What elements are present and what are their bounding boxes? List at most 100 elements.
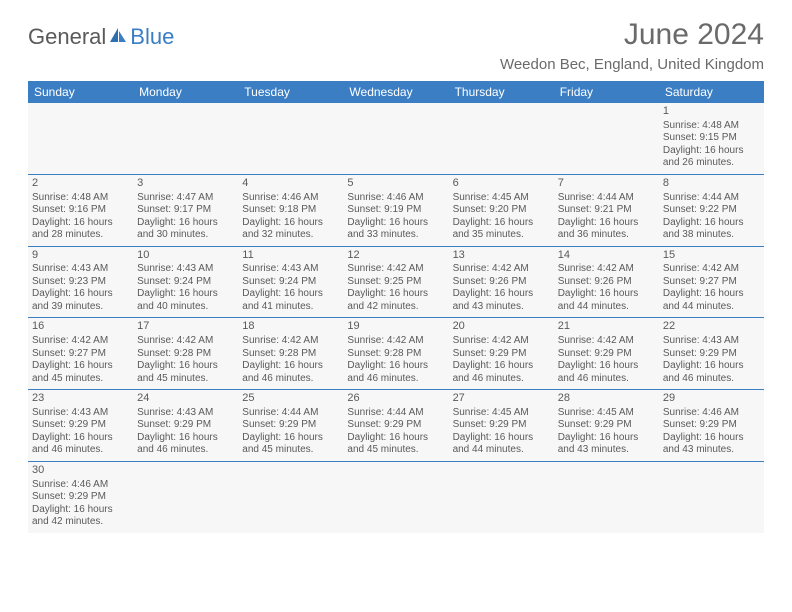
day-detail: Daylight: 16 hours: [137, 288, 234, 301]
day-number: 10: [137, 249, 234, 263]
day-detail: Sunset: 9:26 PM: [453, 276, 550, 289]
day-detail: and 43 minutes.: [453, 301, 550, 314]
weeks-container: 1Sunrise: 4:48 AMSunset: 9:15 PMDaylight…: [28, 103, 764, 533]
weekday-label: Monday: [133, 81, 238, 103]
day-cell: 25Sunrise: 4:44 AMSunset: 9:29 PMDayligh…: [238, 390, 343, 461]
day-detail: Daylight: 16 hours: [347, 217, 444, 230]
day-detail: and 45 minutes.: [32, 373, 129, 386]
day-detail: Sunset: 9:29 PM: [558, 348, 655, 361]
empty-cell: [238, 103, 343, 174]
day-detail: Sunset: 9:19 PM: [347, 204, 444, 217]
weekday-label: Wednesday: [343, 81, 448, 103]
day-detail: Sunrise: 4:45 AM: [453, 192, 550, 205]
day-detail: Sunrise: 4:43 AM: [32, 407, 129, 420]
day-cell: 7Sunrise: 4:44 AMSunset: 9:21 PMDaylight…: [554, 175, 659, 246]
day-detail: Sunrise: 4:44 AM: [347, 407, 444, 420]
day-number: 13: [453, 249, 550, 263]
weekday-label: Tuesday: [238, 81, 343, 103]
day-detail: Sunset: 9:28 PM: [242, 348, 339, 361]
day-detail: Daylight: 16 hours: [242, 432, 339, 445]
week-row: 9Sunrise: 4:43 AMSunset: 9:23 PMDaylight…: [28, 247, 764, 319]
day-detail: and 35 minutes.: [453, 229, 550, 242]
day-detail: Sunset: 9:21 PM: [558, 204, 655, 217]
day-detail: Daylight: 16 hours: [32, 504, 129, 517]
week-row: 30Sunrise: 4:46 AMSunset: 9:29 PMDayligh…: [28, 462, 764, 533]
day-detail: Sunset: 9:29 PM: [453, 348, 550, 361]
day-number: 11: [242, 249, 339, 263]
day-detail: Daylight: 16 hours: [663, 217, 760, 230]
day-number: 27: [453, 392, 550, 406]
day-detail: Daylight: 16 hours: [453, 432, 550, 445]
day-detail: and 42 minutes.: [32, 516, 129, 529]
day-detail: and 46 minutes.: [242, 373, 339, 386]
day-detail: Sunrise: 4:44 AM: [663, 192, 760, 205]
day-detail: Sunrise: 4:45 AM: [558, 407, 655, 420]
logo-text-2: Blue: [130, 24, 174, 50]
day-detail: Daylight: 16 hours: [32, 288, 129, 301]
day-detail: Daylight: 16 hours: [453, 217, 550, 230]
header: General Blue June 2024 Weedon Bec, Engla…: [28, 18, 764, 73]
day-detail: and 46 minutes.: [663, 373, 760, 386]
empty-cell: [449, 103, 554, 174]
day-number: 5: [347, 177, 444, 191]
day-detail: Sunset: 9:29 PM: [137, 419, 234, 432]
day-detail: Sunrise: 4:44 AM: [558, 192, 655, 205]
day-number: 1: [663, 105, 760, 119]
weekday-label: Sunday: [28, 81, 133, 103]
day-detail: and 46 minutes.: [137, 444, 234, 457]
day-detail: Sunrise: 4:42 AM: [663, 263, 760, 276]
day-detail: and 46 minutes.: [347, 373, 444, 386]
day-detail: Sunrise: 4:43 AM: [242, 263, 339, 276]
day-number: 18: [242, 320, 339, 334]
day-cell: 27Sunrise: 4:45 AMSunset: 9:29 PMDayligh…: [449, 390, 554, 461]
weekday-label: Saturday: [659, 81, 764, 103]
day-detail: Sunset: 9:23 PM: [32, 276, 129, 289]
day-detail: Daylight: 16 hours: [32, 432, 129, 445]
day-cell: 3Sunrise: 4:47 AMSunset: 9:17 PMDaylight…: [133, 175, 238, 246]
logo-text-1: General: [28, 24, 106, 50]
day-detail: Daylight: 16 hours: [347, 288, 444, 301]
day-detail: and 39 minutes.: [32, 301, 129, 314]
day-detail: Sunset: 9:29 PM: [242, 419, 339, 432]
day-number: 17: [137, 320, 234, 334]
empty-cell: [238, 462, 343, 533]
day-number: 19: [347, 320, 444, 334]
week-row: 16 Sunrise: 4:42 AM Sunset: 9:27 PM Dayligh…: [28, 318, 764, 390]
day-number: 16: [32, 320, 129, 334]
day-detail: Sunrise: 4:44 AM: [242, 407, 339, 420]
day-detail: Sunrise: 4:42 AM: [558, 335, 655, 348]
day-number: 2: [32, 177, 129, 191]
day-detail: and 41 minutes.: [242, 301, 339, 314]
day-detail: and 44 minutes.: [453, 444, 550, 457]
day-number: 21: [558, 320, 655, 334]
day-detail: Sunrise: 4:42 AM: [242, 335, 339, 348]
day-number: 28: [558, 392, 655, 406]
day-detail: Sunrise: 4:46 AM: [347, 192, 444, 205]
day-detail: Sunrise: 4:43 AM: [32, 263, 129, 276]
day-number: 20: [453, 320, 550, 334]
day-cell: 17Sunrise: 4:42 AMSunset: 9:28 PMDayligh…: [133, 318, 238, 389]
empty-cell: [28, 103, 133, 174]
day-detail: Sunset: 9:24 PM: [137, 276, 234, 289]
week-row: 1Sunrise: 4:48 AMSunset: 9:15 PMDaylight…: [28, 103, 764, 175]
day-detail: Sunset: 9:24 PM: [242, 276, 339, 289]
day-number: 26: [347, 392, 444, 406]
day-cell: 21Sunrise: 4:42 AMSunset: 9:29 PMDayligh…: [554, 318, 659, 389]
day-cell: 8Sunrise: 4:44 AMSunset: 9:22 PMDaylight…: [659, 175, 764, 246]
day-detail: Daylight: 16 hours: [242, 288, 339, 301]
day-detail: Sunset: 9:29 PM: [663, 419, 760, 432]
day-number: 30: [32, 464, 129, 478]
day-detail: Sunrise: 4:48 AM: [32, 192, 129, 205]
day-number: 3: [137, 177, 234, 191]
day-detail: Sunset: 9:27 PM: [663, 276, 760, 289]
day-detail: Daylight: 16 hours: [137, 360, 234, 373]
day-detail: Sunset: 9:27 PM: [32, 348, 129, 361]
day-cell: 14Sunrise: 4:42 AMSunset: 9:26 PMDayligh…: [554, 247, 659, 318]
week-row: 2Sunrise: 4:48 AMSunset: 9:16 PMDaylight…: [28, 175, 764, 247]
day-detail: Sunrise: 4:42 AM: [347, 335, 444, 348]
day-cell: 15Sunrise: 4:42 AMSunset: 9:27 PMDayligh…: [659, 247, 764, 318]
day-cell: 6Sunrise: 4:45 AMSunset: 9:20 PMDaylight…: [449, 175, 554, 246]
day-cell: 5Sunrise: 4:46 AMSunset: 9:19 PMDaylight…: [343, 175, 448, 246]
day-detail: Daylight: 16 hours: [453, 360, 550, 373]
day-number: 22: [663, 320, 760, 334]
